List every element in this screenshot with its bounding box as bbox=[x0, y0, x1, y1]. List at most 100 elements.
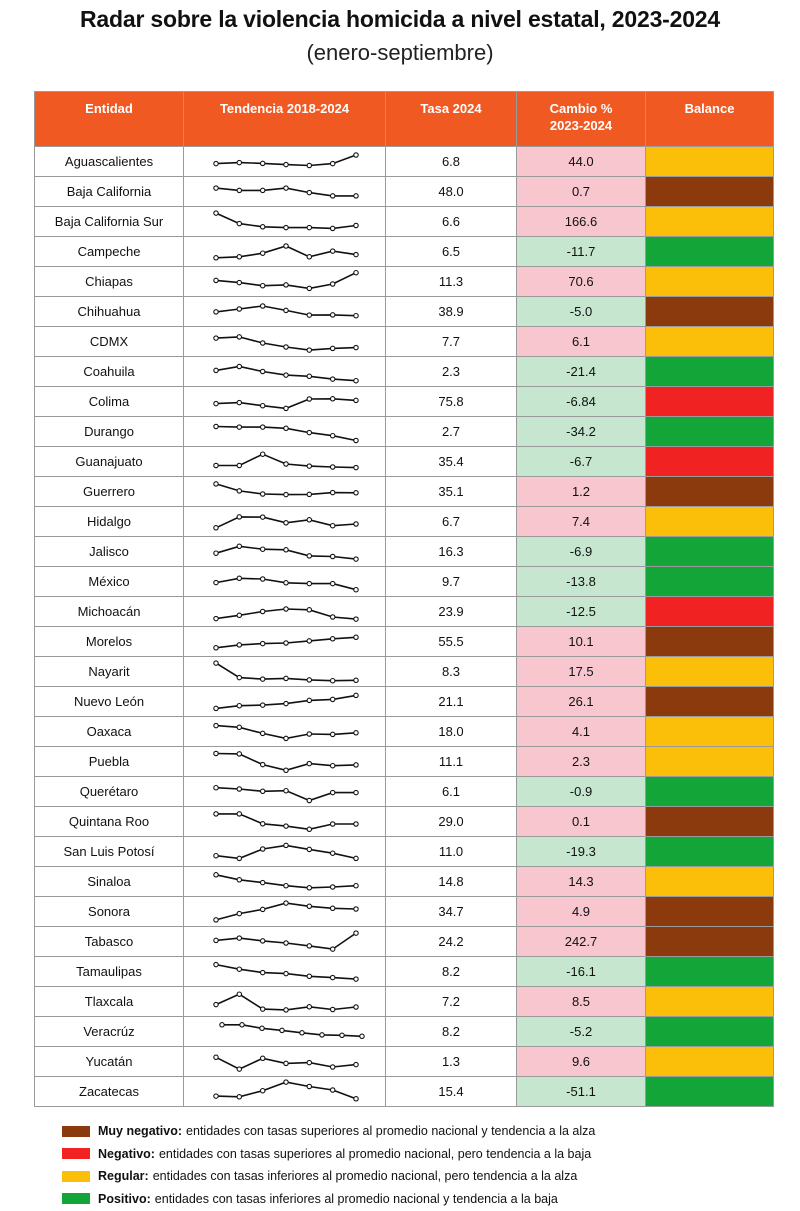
trend-point bbox=[236, 966, 243, 972]
trend-point bbox=[259, 761, 266, 768]
trend-point bbox=[283, 580, 289, 586]
trend-point bbox=[329, 248, 336, 254]
cambio-cell: 166.6 bbox=[516, 206, 646, 237]
tasa-cell: 11.3 bbox=[385, 266, 517, 297]
legend: Muy negativo: entidades con tasas superio… bbox=[62, 1120, 762, 1210]
cambio-cell: 70.6 bbox=[516, 266, 646, 297]
trend-point bbox=[353, 692, 359, 699]
trend-point bbox=[213, 550, 219, 556]
trend-sparkline bbox=[213, 185, 359, 199]
tasa-cell: 21.1 bbox=[385, 686, 517, 717]
entidad-cell: Morelos bbox=[34, 626, 184, 657]
trend-point bbox=[259, 702, 266, 708]
trend-point bbox=[259, 160, 266, 167]
trend-point bbox=[329, 281, 336, 287]
trend-point bbox=[259, 224, 266, 230]
tasa-cell: 75.8 bbox=[385, 386, 517, 417]
legend-label: Positivo: bbox=[98, 1191, 151, 1206]
cambio-cell: -12.5 bbox=[516, 596, 646, 627]
table-row: Chiapas 11.3 70.6 bbox=[34, 266, 774, 297]
trend-point bbox=[329, 731, 336, 738]
trend-point bbox=[283, 940, 289, 946]
trend-sparkline bbox=[219, 1022, 365, 1040]
trend-sparkline bbox=[213, 451, 359, 471]
page-subtitle: (enero-septiembre) bbox=[306, 40, 494, 65]
trend-cell bbox=[183, 386, 386, 417]
trend-point bbox=[283, 243, 289, 249]
trend-point bbox=[213, 750, 219, 757]
balance-cell bbox=[645, 356, 774, 387]
trend-point bbox=[329, 1087, 336, 1093]
trend-sparkline bbox=[213, 750, 359, 774]
trend-point bbox=[236, 786, 243, 792]
cambio-cell: -51.1 bbox=[516, 1076, 646, 1107]
cambio-cell: -11.7 bbox=[516, 236, 646, 267]
trend-point bbox=[353, 677, 359, 684]
trend-point bbox=[236, 462, 243, 469]
trend-point bbox=[213, 185, 219, 191]
balance-cell bbox=[645, 176, 774, 207]
trend-point bbox=[306, 553, 313, 559]
trend-point bbox=[236, 642, 243, 648]
cambio-cell: 26.1 bbox=[516, 686, 646, 717]
table-row: Morelos 55.5 10.1 bbox=[34, 626, 774, 657]
cambio-cell: -16.1 bbox=[516, 956, 646, 987]
trend-point bbox=[306, 491, 313, 498]
table-row: Tlaxcala 7.2 8.5 bbox=[34, 986, 774, 1017]
table-row: CDMX 7.7 6.1 bbox=[34, 326, 774, 357]
cambio-cell: -13.8 bbox=[516, 566, 646, 597]
trend-point bbox=[213, 423, 219, 430]
trend-point bbox=[306, 797, 313, 804]
trend-point bbox=[283, 520, 289, 526]
tasa-cell: 16.3 bbox=[385, 536, 517, 567]
trend-sparkline bbox=[213, 269, 359, 292]
trend-point bbox=[259, 608, 266, 615]
trend-point bbox=[259, 640, 266, 647]
trend-point bbox=[283, 675, 289, 682]
balance-cell bbox=[645, 896, 774, 927]
trend-sparkline bbox=[213, 606, 359, 622]
trend-point bbox=[329, 522, 336, 529]
trend-cell bbox=[183, 836, 386, 867]
tasa-cell: 1.3 bbox=[385, 1046, 517, 1077]
trend-point bbox=[306, 677, 313, 683]
table-row: Campeche 6.5 -11.7 bbox=[34, 236, 774, 267]
cambio-cell: -21.4 bbox=[516, 356, 646, 387]
trend-point bbox=[236, 612, 243, 619]
trend-sparkline bbox=[213, 1079, 359, 1102]
legend-swatch bbox=[62, 1170, 90, 1182]
entidad-cell: Baja California Sur bbox=[34, 206, 184, 237]
cambio-cell: -6.9 bbox=[516, 536, 646, 567]
trend-point bbox=[329, 345, 336, 352]
tasa-cell: 18.0 bbox=[385, 716, 517, 747]
trend-point bbox=[259, 282, 266, 289]
balance-cell bbox=[645, 716, 774, 747]
trend-point bbox=[236, 399, 243, 406]
trend-point bbox=[213, 309, 219, 315]
trend-point bbox=[259, 821, 266, 827]
tasa-cell: 9.7 bbox=[385, 566, 517, 597]
trend-point bbox=[353, 377, 359, 384]
entidad-cell: CDMX bbox=[34, 326, 184, 357]
trend-point bbox=[213, 705, 219, 712]
trend-sparkline bbox=[213, 210, 359, 232]
trend-point bbox=[259, 368, 266, 375]
trend-point bbox=[236, 702, 243, 709]
trend-point bbox=[236, 334, 243, 340]
trend-point bbox=[306, 1059, 313, 1066]
trend-point bbox=[219, 1022, 225, 1028]
tasa-cell: 6.1 bbox=[385, 776, 517, 807]
trend-point bbox=[236, 811, 243, 817]
entidad-cell: Hidalgo bbox=[34, 506, 184, 537]
balance-cell bbox=[645, 266, 774, 297]
trend-cell bbox=[183, 1016, 386, 1047]
trend-point bbox=[306, 580, 313, 587]
trend-point bbox=[236, 935, 243, 941]
trend-point bbox=[329, 160, 336, 167]
legend-swatch bbox=[62, 1148, 90, 1160]
trend-point bbox=[213, 917, 219, 923]
trend-point bbox=[213, 961, 219, 968]
table-row: Durango 2.7 -34.2 bbox=[34, 416, 774, 447]
trend-point bbox=[259, 969, 266, 976]
trend-point bbox=[306, 312, 313, 318]
